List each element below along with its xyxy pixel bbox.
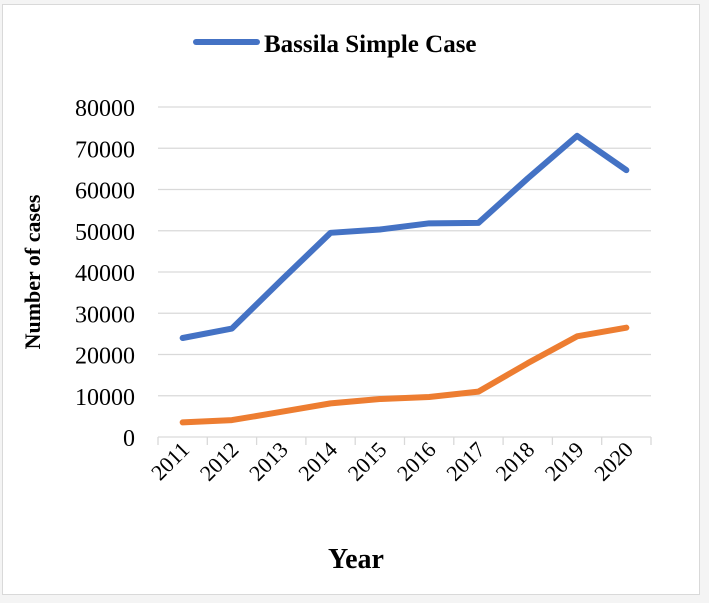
series-line-2 xyxy=(179,324,630,426)
y-tick-label: 20000 xyxy=(75,344,135,370)
chart-frame xyxy=(2,4,700,595)
x-tick-label: 2013 xyxy=(244,437,293,486)
axes: 0 10000 20000 30000 40000 50000 60000 70000 8000… xyxy=(75,96,652,486)
x-tick-label: 2018 xyxy=(490,437,539,486)
y-tick-label: 60000 xyxy=(75,179,135,205)
series-lines xyxy=(179,132,630,426)
y-tick-label: 10000 xyxy=(75,385,135,411)
y-tick-label: 70000 xyxy=(75,137,135,163)
x-tick-label: 2011 xyxy=(146,437,194,485)
gridlines xyxy=(158,106,651,397)
y-tick-label: 50000 xyxy=(75,220,135,246)
legend-label-series-1: Bassila Simple Case xyxy=(264,31,477,58)
legend: Bassila Simple Case xyxy=(193,31,477,58)
y-axis-label: Number of cases xyxy=(20,194,45,349)
x-tick-label: 2020 xyxy=(589,437,638,486)
x-tick-label: 2012 xyxy=(195,437,244,486)
x-tick-label: 2015 xyxy=(343,437,392,486)
y-tick-label: 40000 xyxy=(75,261,135,287)
y-tick-label: 80000 xyxy=(75,96,135,122)
x-tick-label: 2019 xyxy=(540,437,589,486)
x-axis-label: Year xyxy=(328,544,384,575)
x-tick-label: 2014 xyxy=(293,437,342,486)
y-tick-label: 0 xyxy=(123,426,135,452)
x-tick-label: 2016 xyxy=(392,437,441,486)
y-tick-label: 30000 xyxy=(75,302,135,328)
x-tick-label: 2017 xyxy=(441,437,490,486)
series-line-1 xyxy=(179,132,630,341)
